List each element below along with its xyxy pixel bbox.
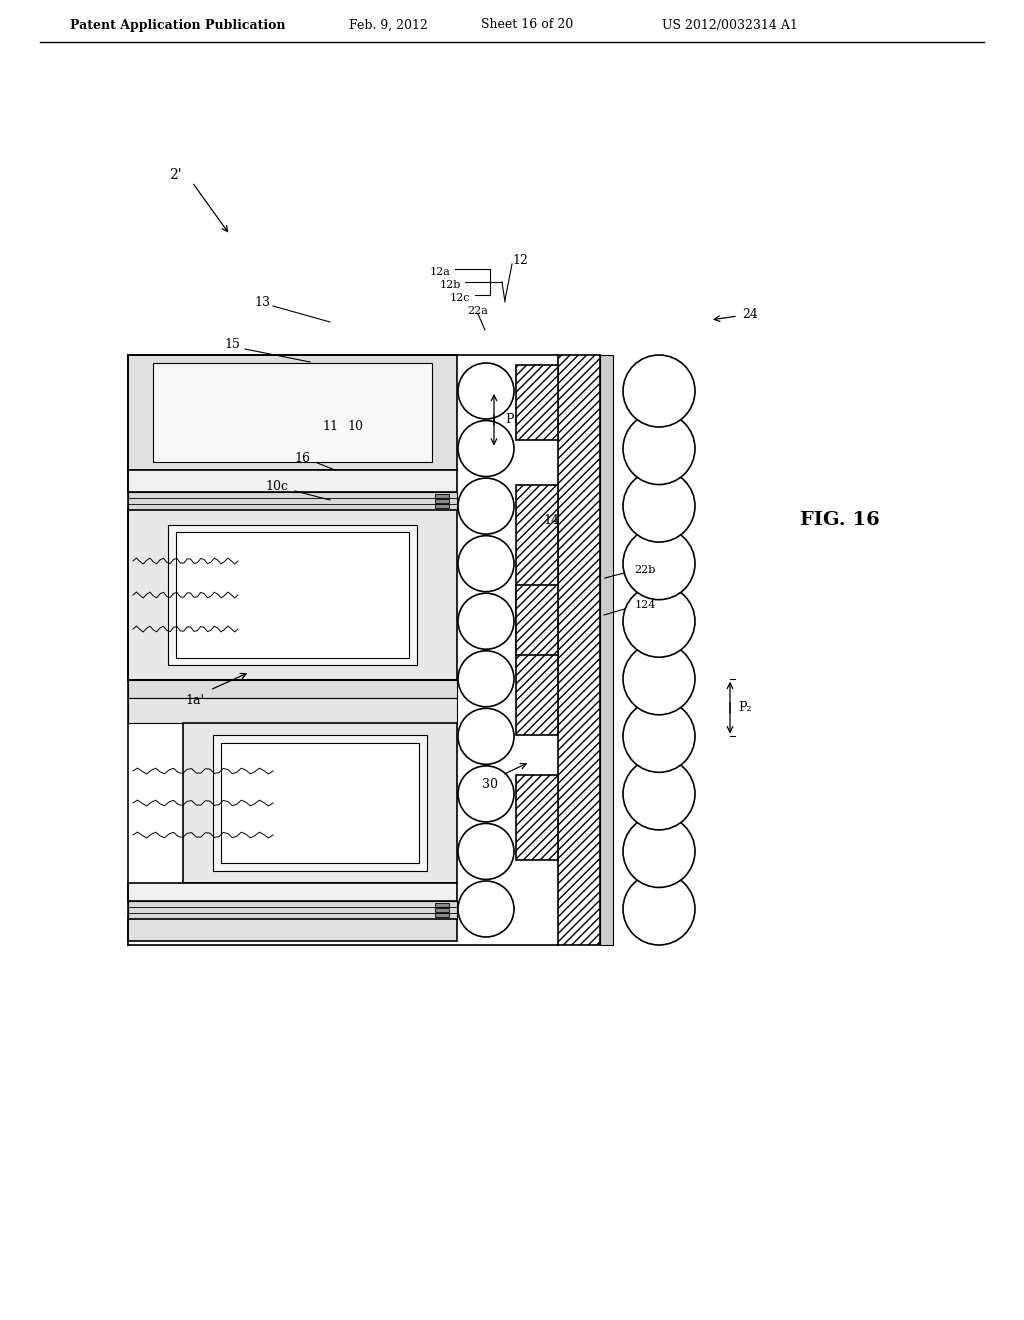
- Circle shape: [623, 470, 695, 543]
- Text: 16: 16: [294, 451, 310, 465]
- Circle shape: [458, 651, 514, 706]
- Text: 10a": 10a": [302, 581, 328, 591]
- Bar: [435, 913, 449, 917]
- Bar: [128, 680, 457, 698]
- Circle shape: [458, 593, 514, 649]
- Text: Patent Application Publication: Patent Application Publication: [71, 18, 286, 32]
- Bar: [516, 366, 558, 440]
- Bar: [128, 355, 457, 470]
- Circle shape: [458, 709, 514, 764]
- Circle shape: [458, 824, 514, 879]
- Circle shape: [623, 413, 695, 484]
- Circle shape: [623, 355, 695, 426]
- Text: 22a: 22a: [468, 306, 488, 315]
- Text: 13: 13: [244, 614, 260, 627]
- Text: 10: 10: [347, 421, 362, 433]
- Bar: [558, 355, 600, 945]
- Bar: [435, 903, 449, 907]
- Text: P₁: P₁: [505, 413, 519, 426]
- Circle shape: [623, 816, 695, 887]
- Text: 12b: 12b: [439, 280, 461, 290]
- Text: 15: 15: [224, 338, 240, 351]
- Circle shape: [623, 643, 695, 714]
- Circle shape: [623, 873, 695, 945]
- Bar: [221, 743, 419, 863]
- Text: 10b": 10b": [347, 543, 374, 552]
- Text: Feb. 9, 2012: Feb. 9, 2012: [348, 18, 427, 32]
- Text: 10": 10": [335, 554, 354, 565]
- Bar: [516, 484, 558, 735]
- Bar: [183, 723, 457, 883]
- Text: FIG. 16: FIG. 16: [800, 511, 880, 529]
- Circle shape: [623, 585, 695, 657]
- Text: Sheet 16 of 20: Sheet 16 of 20: [481, 18, 573, 32]
- Bar: [435, 908, 449, 912]
- Circle shape: [458, 766, 514, 822]
- Bar: [128, 902, 457, 919]
- Circle shape: [458, 478, 514, 535]
- Circle shape: [623, 528, 695, 599]
- Circle shape: [623, 758, 695, 830]
- Bar: [213, 735, 427, 871]
- Bar: [600, 355, 613, 945]
- Circle shape: [458, 536, 514, 591]
- Bar: [128, 698, 457, 723]
- Bar: [128, 492, 457, 510]
- Bar: [516, 775, 558, 861]
- Text: 13: 13: [254, 296, 270, 309]
- Bar: [435, 504, 449, 508]
- Bar: [153, 363, 432, 462]
- Circle shape: [623, 701, 695, 772]
- Circle shape: [458, 363, 514, 418]
- Circle shape: [458, 880, 514, 937]
- Text: 14: 14: [543, 513, 559, 527]
- Bar: [128, 919, 457, 941]
- Text: 22b: 22b: [634, 565, 655, 576]
- Text: 12a: 12a: [429, 267, 451, 277]
- Bar: [435, 499, 449, 503]
- Bar: [435, 494, 449, 498]
- Text: US 2012/0032314 A1: US 2012/0032314 A1: [663, 18, 798, 32]
- Bar: [516, 585, 558, 655]
- Text: 30: 30: [482, 779, 498, 792]
- Text: 12: 12: [512, 253, 528, 267]
- Bar: [128, 510, 457, 680]
- Bar: [128, 470, 457, 492]
- Text: 10c: 10c: [265, 480, 289, 494]
- Bar: [128, 883, 457, 902]
- Circle shape: [458, 421, 514, 477]
- Text: 11": 11": [321, 568, 340, 578]
- Bar: [168, 525, 417, 665]
- Text: 11: 11: [322, 421, 338, 433]
- Text: P₂: P₂: [738, 701, 752, 714]
- Text: 2': 2': [169, 168, 181, 182]
- Text: 24: 24: [742, 309, 758, 322]
- Bar: [176, 532, 409, 657]
- Text: 12c: 12c: [450, 293, 470, 304]
- Text: 1a': 1a': [185, 693, 205, 706]
- Text: 124: 124: [634, 601, 655, 610]
